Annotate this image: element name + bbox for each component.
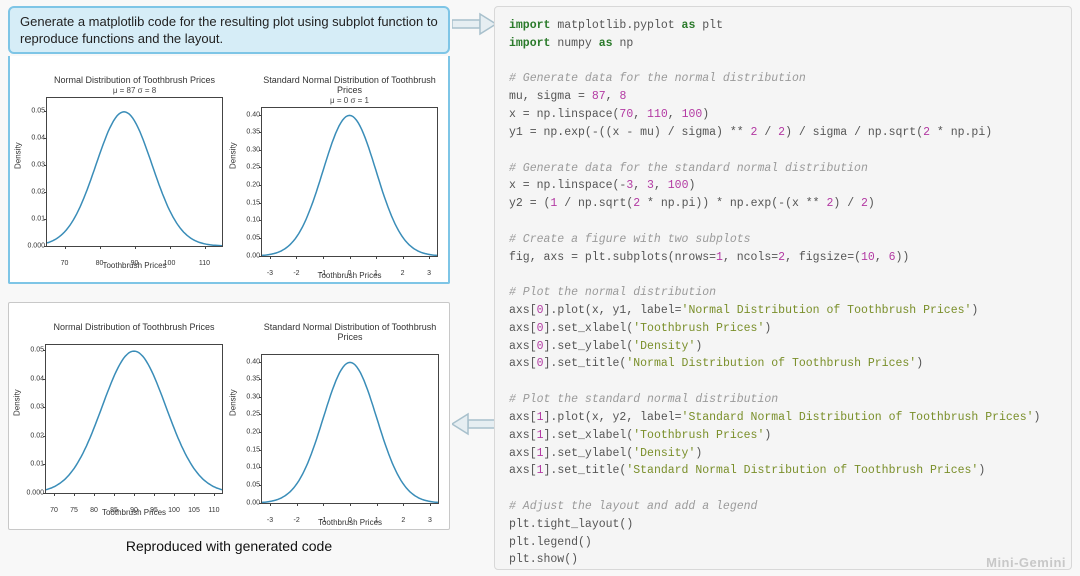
- reproduced-chart-left: Normal Distribution of Toothbrush Prices…: [13, 307, 229, 525]
- chart-subtitle: μ = 87 σ = 8: [46, 86, 223, 95]
- chart-title: Standard Normal Distribution of Toothbru…: [261, 76, 438, 96]
- chart-subtitle: [45, 333, 223, 342]
- plot-area: 0.0000.010.020.030.040.05707580859095100…: [45, 344, 223, 494]
- reproduced-chart-right: Standard Normal Distribution of Toothbru…: [229, 307, 445, 525]
- y-axis-label: Density: [229, 389, 238, 416]
- code-panel: import matplotlib.pyplot as plt import n…: [494, 6, 1072, 570]
- chart-title: Normal Distribution of Toothbrush Prices: [45, 323, 223, 333]
- arrow-right-icon: [452, 12, 496, 36]
- chart-title: Normal Distribution of Toothbrush Prices: [46, 76, 223, 86]
- plot-area: 0.000.050.100.150.200.250.300.350.40-3-2…: [261, 107, 438, 257]
- original-chart-left: Normal Distribution of Toothbrush Prices…: [14, 60, 229, 278]
- chart-title: Standard Normal Distribution of Toothbru…: [261, 323, 439, 343]
- prompt-box: Generate a matplotlib code for the resul…: [8, 6, 450, 54]
- arrow-left-icon: [452, 412, 496, 436]
- original-chart-pair: Normal Distribution of Toothbrush Prices…: [8, 56, 450, 284]
- chart-subtitle: [261, 343, 439, 352]
- reproduced-chart-pair: Normal Distribution of Toothbrush Prices…: [8, 302, 450, 530]
- watermark: Mini-Gemini: [986, 555, 1066, 570]
- plot-area: 0.0000.010.020.030.040.05708090100110: [46, 97, 223, 247]
- prompt-text: Generate a matplotlib code for the resul…: [20, 14, 438, 46]
- chart-subtitle: μ = 0 σ = 1: [261, 96, 438, 105]
- y-axis-label: Density: [229, 142, 238, 169]
- plot-area: 0.000.050.100.150.200.250.300.350.40-3-2…: [261, 354, 439, 504]
- original-chart-right: Standard Normal Distribution of Toothbru…: [229, 60, 444, 278]
- reproduced-caption: Reproduced with generated code: [8, 538, 450, 554]
- y-axis-label: Density: [13, 389, 22, 416]
- y-axis-label: Density: [14, 142, 23, 169]
- left-column: Generate a matplotlib code for the resul…: [8, 6, 450, 570]
